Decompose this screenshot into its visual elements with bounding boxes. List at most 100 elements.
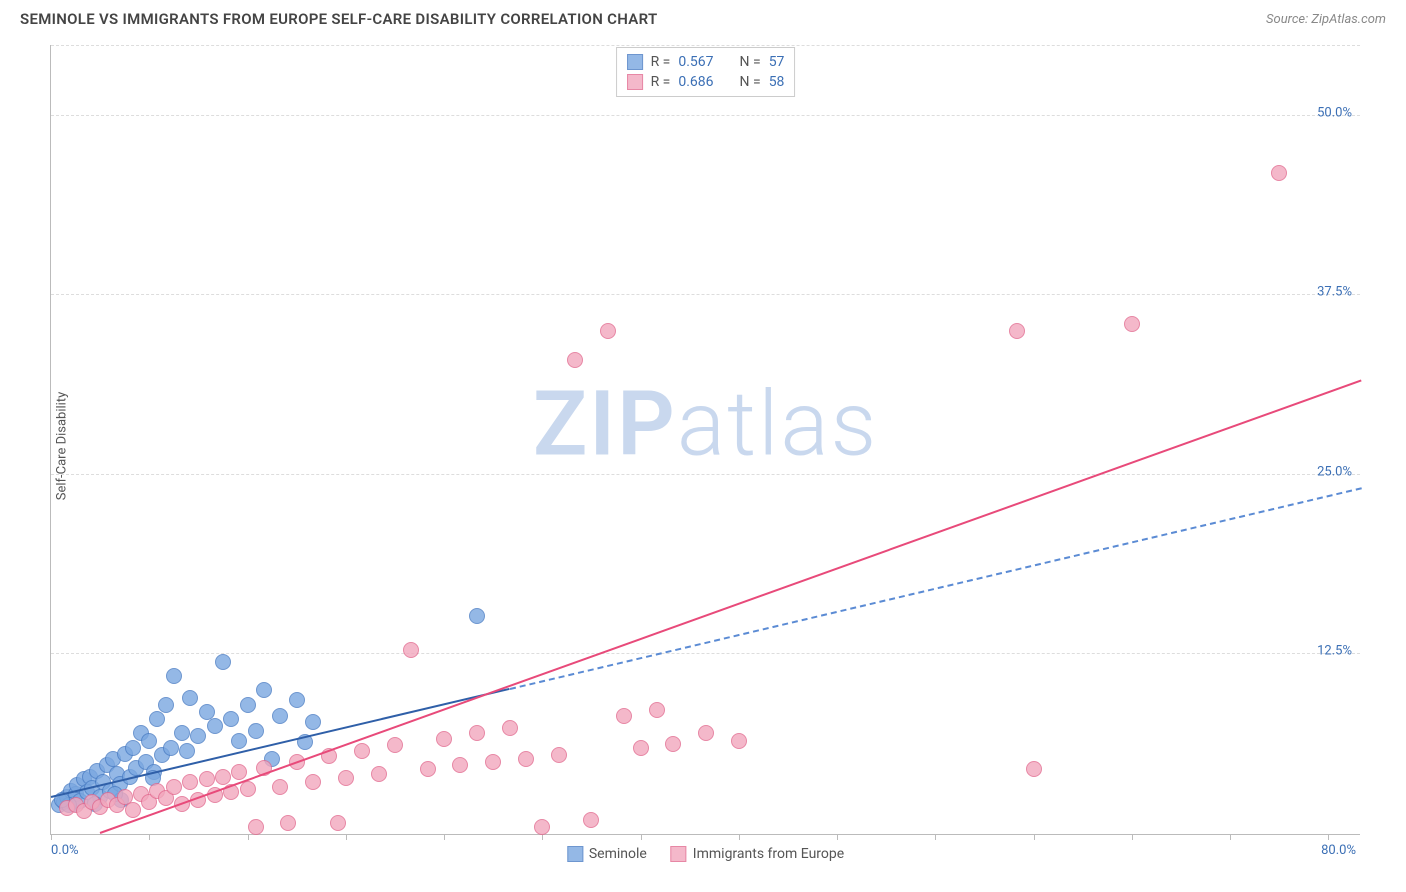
data-point xyxy=(600,323,616,339)
data-point xyxy=(1271,165,1287,181)
data-point xyxy=(420,761,436,777)
grid-line xyxy=(51,294,1360,295)
data-point xyxy=(452,757,468,773)
data-point xyxy=(207,718,223,734)
x-tick xyxy=(51,834,52,840)
x-tick xyxy=(1230,834,1231,840)
data-point xyxy=(616,708,632,724)
data-point xyxy=(190,728,206,744)
data-point xyxy=(665,736,681,752)
x-tick xyxy=(346,834,347,840)
data-point xyxy=(731,733,747,749)
data-point xyxy=(583,812,599,828)
data-point xyxy=(387,737,403,753)
stats-legend-row: R = 0.567 N = 57 xyxy=(627,52,785,72)
x-tick xyxy=(739,834,740,840)
data-point xyxy=(469,608,485,624)
r-value: 0.686 xyxy=(678,74,713,90)
n-label: N = xyxy=(740,54,761,70)
data-point xyxy=(551,747,567,763)
data-point xyxy=(256,682,272,698)
data-point xyxy=(305,774,321,790)
data-point xyxy=(182,690,198,706)
data-point xyxy=(403,642,419,658)
x-tick xyxy=(837,834,838,840)
data-point xyxy=(125,740,141,756)
x-tick xyxy=(1034,834,1035,840)
n-value: 57 xyxy=(769,54,785,70)
data-point xyxy=(240,697,256,713)
data-point xyxy=(305,714,321,730)
y-tick-label: 50.0% xyxy=(1317,105,1352,120)
x-tick xyxy=(248,834,249,840)
data-point xyxy=(338,770,354,786)
r-label: R = xyxy=(651,74,671,90)
data-point xyxy=(371,766,387,782)
grid-line xyxy=(51,474,1360,475)
data-point xyxy=(166,779,182,795)
legend-item: Immigrants from Europe xyxy=(671,846,844,862)
data-point xyxy=(182,774,198,790)
data-point xyxy=(354,743,370,759)
data-point xyxy=(272,708,288,724)
watermark: ZIPatlas xyxy=(533,371,878,476)
data-point xyxy=(215,769,231,785)
x-tick xyxy=(641,834,642,840)
series-legend: Seminole Immigrants from Europe xyxy=(567,846,844,862)
data-point xyxy=(698,725,714,741)
legend-label: Seminole xyxy=(589,846,647,862)
data-point xyxy=(149,711,165,727)
x-tick xyxy=(935,834,936,840)
data-point xyxy=(502,720,518,736)
data-point xyxy=(248,723,264,739)
data-point xyxy=(158,697,174,713)
legend-swatch xyxy=(567,846,583,862)
grid-line xyxy=(51,115,1360,116)
data-point xyxy=(240,781,256,797)
data-point xyxy=(633,740,649,756)
source-label: Source: ZipAtlas.com xyxy=(1266,12,1386,27)
data-point xyxy=(248,819,264,835)
legend-label: Immigrants from Europe xyxy=(693,846,844,862)
data-point xyxy=(485,754,501,770)
data-point xyxy=(231,764,247,780)
data-point xyxy=(179,743,195,759)
legend-swatch xyxy=(627,54,643,70)
data-point xyxy=(469,725,485,741)
data-point xyxy=(280,815,296,831)
trend-line xyxy=(100,380,1362,834)
grid-line xyxy=(51,653,1360,654)
r-value: 0.567 xyxy=(678,54,713,70)
n-value: 58 xyxy=(769,74,785,90)
legend-item: Seminole xyxy=(567,846,647,862)
data-point xyxy=(272,779,288,795)
x-tick xyxy=(444,834,445,840)
chart-plot-area: ZIPatlas R =0.567N =57R =0.686N =58 Semi… xyxy=(50,45,1360,835)
data-point xyxy=(534,819,550,835)
data-point xyxy=(166,668,182,684)
data-point xyxy=(199,771,215,787)
data-point xyxy=(231,733,247,749)
x-tick xyxy=(1132,834,1133,840)
x-tick xyxy=(542,834,543,840)
y-tick-label: 25.0% xyxy=(1317,464,1352,479)
data-point xyxy=(125,802,141,818)
legend-swatch xyxy=(671,846,687,862)
x-tick xyxy=(149,834,150,840)
y-tick-label: 37.5% xyxy=(1317,285,1352,300)
data-point xyxy=(223,711,239,727)
data-point xyxy=(1124,316,1140,332)
x-max-label: 80.0% xyxy=(1321,843,1356,858)
data-point xyxy=(141,733,157,749)
x-tick xyxy=(1328,834,1329,840)
data-point xyxy=(436,731,452,747)
data-point xyxy=(163,740,179,756)
data-point xyxy=(518,751,534,767)
r-label: R = xyxy=(651,54,671,70)
data-point xyxy=(1026,761,1042,777)
stats-legend-row: R =0.686N =58 xyxy=(627,72,785,92)
data-point xyxy=(1009,323,1025,339)
legend-swatch xyxy=(627,74,643,90)
trend-line-projection xyxy=(509,487,1361,690)
data-point xyxy=(649,702,665,718)
